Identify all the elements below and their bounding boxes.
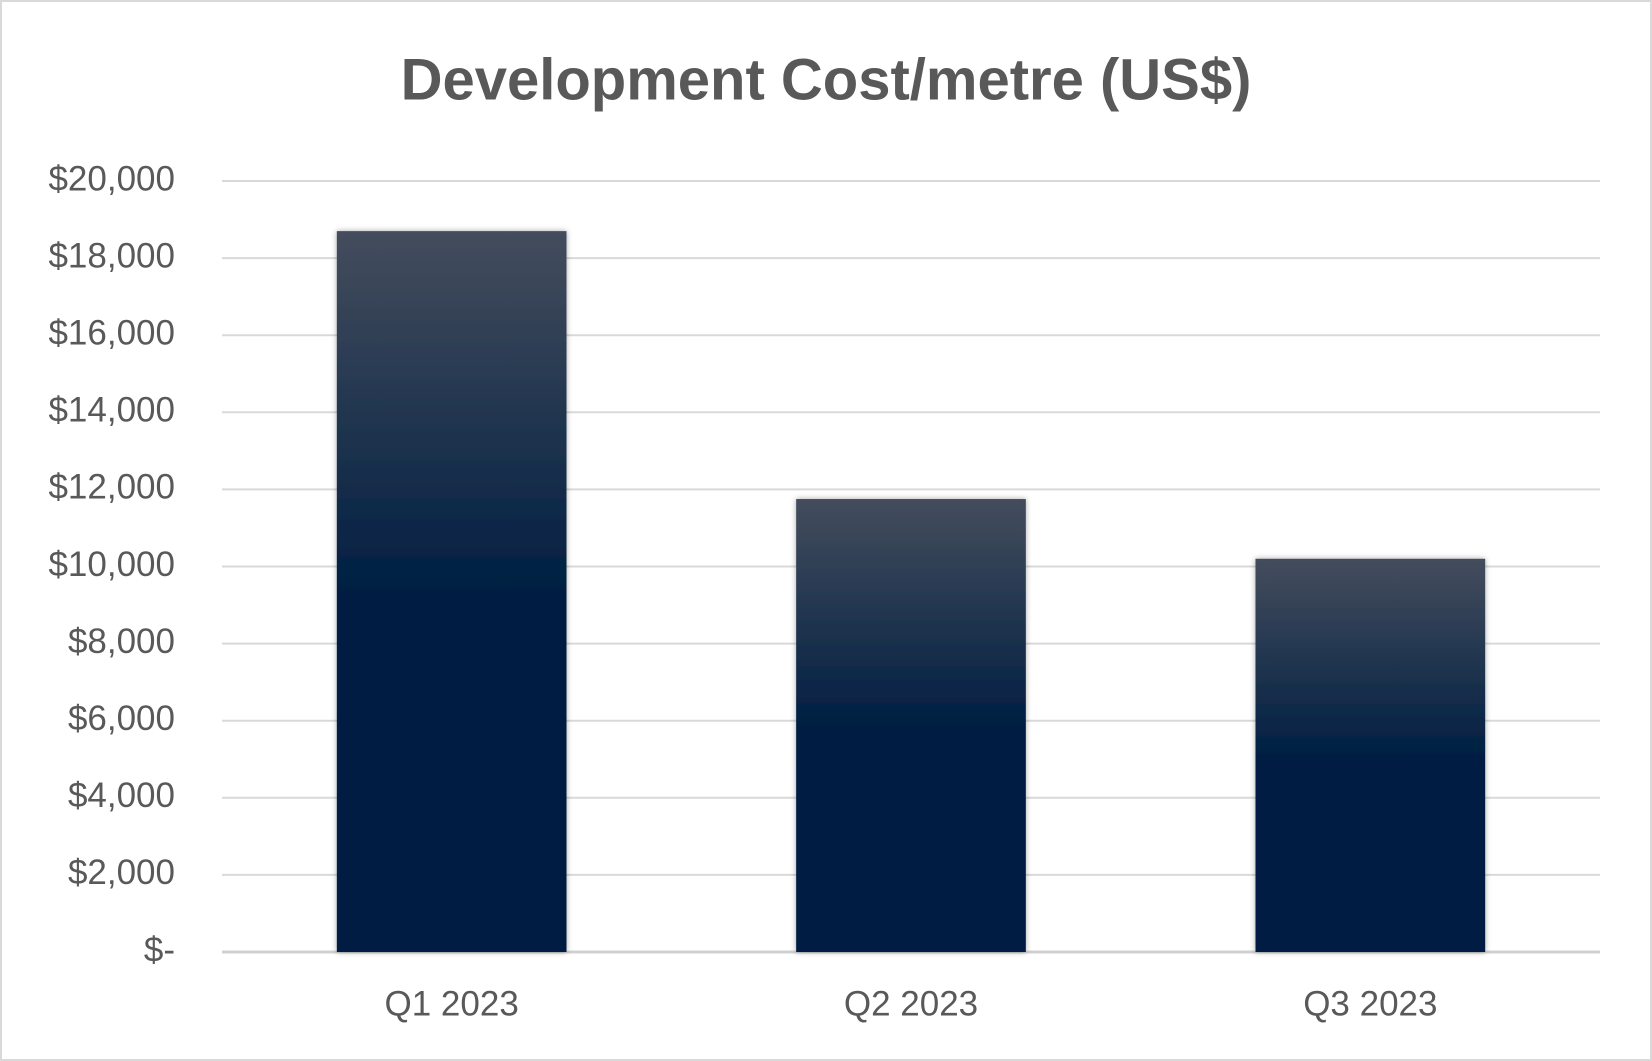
x-tick-label: Q3 2023 [1303,984,1437,1023]
x-tick-label: Q1 2023 [385,984,519,1023]
y-tick-label: $2,000 [68,853,175,892]
bar [796,499,1026,952]
y-tick-label: $20,000 [48,159,175,198]
y-tick-label: $6,000 [68,699,175,738]
bar [1255,558,1486,952]
bar [336,231,567,953]
y-tick-label: $- [144,930,175,969]
y-tick-label: $18,000 [48,236,175,275]
y-tick-label: $16,000 [48,313,175,352]
y-tick-label: $14,000 [48,391,175,430]
y-tick-label: $12,000 [48,468,175,507]
y-tick-label: $10,000 [48,545,175,584]
x-tick-label: Q2 2023 [844,984,978,1023]
y-tick-label: $8,000 [68,622,175,661]
chart-title: Development Cost/metre (US$) [401,47,1252,112]
y-tick-label: $4,000 [68,776,175,815]
